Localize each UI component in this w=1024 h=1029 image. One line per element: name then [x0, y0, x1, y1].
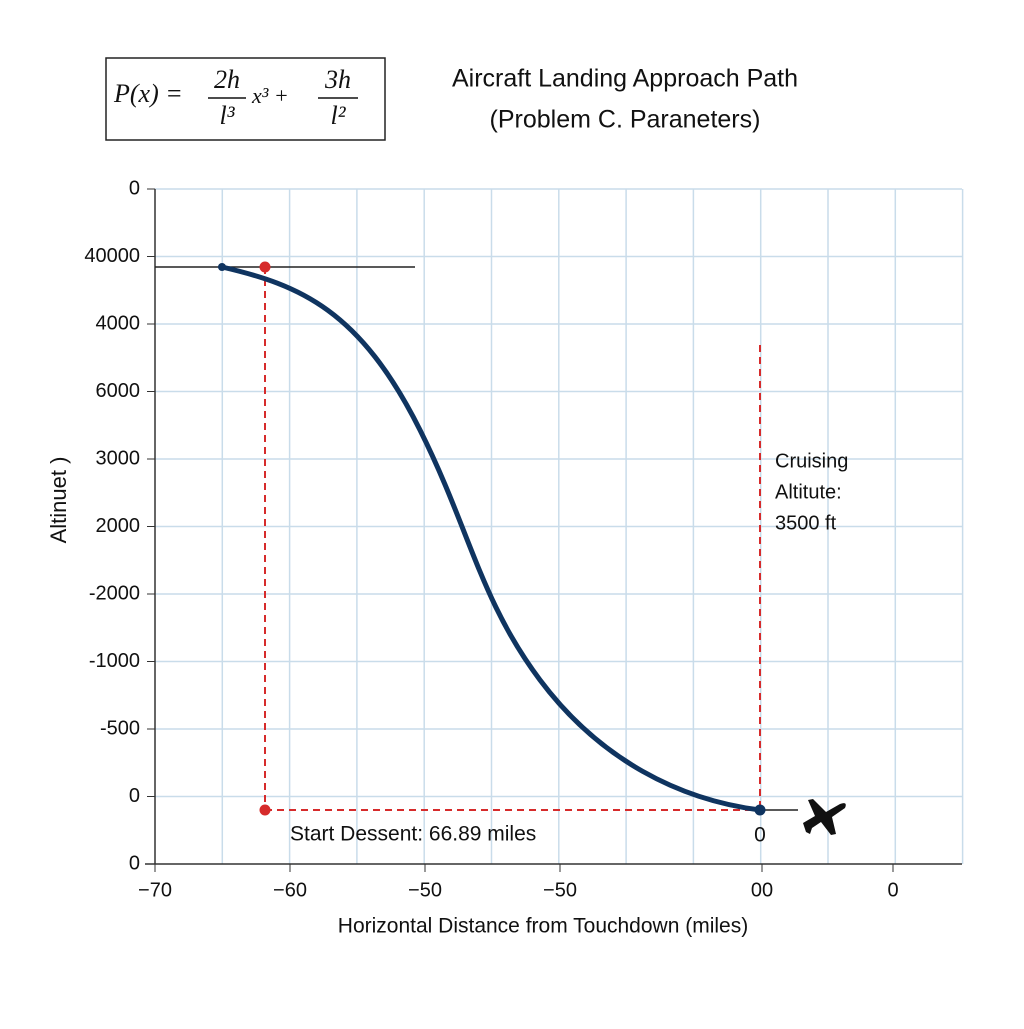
y-axis-label: Altinuet ) [46, 457, 71, 544]
y-tick-label: 0 [129, 177, 140, 199]
x-axis-label: Horizontal Distance from Touchdown (mile… [338, 915, 748, 938]
x-tick-label: −50 [408, 879, 442, 901]
approach-path [219, 264, 763, 813]
x-tick-label: −60 [273, 879, 307, 901]
annotation: 0 [754, 824, 766, 847]
y-tick-label: 2000 [96, 515, 141, 537]
x-tick-label: 0 [887, 879, 898, 901]
y-tick-label: 4000 [96, 312, 141, 334]
point [754, 804, 766, 816]
formula-den: l² [330, 101, 346, 130]
point [259, 261, 271, 273]
point [218, 263, 226, 271]
x-tick-label: 00 [751, 879, 773, 901]
formula-num: 2h [214, 65, 240, 94]
y-tick-label: 40000 [84, 245, 140, 267]
y-tick-label: 0 [129, 852, 140, 874]
airplane-icon [803, 799, 846, 835]
formula-box [105, 57, 386, 141]
formula-den: l³ [219, 101, 235, 130]
chart-subtitle: (Problem C. Paraneters) [490, 106, 761, 134]
y-tick-label: 0 [129, 785, 140, 807]
grid [155, 188, 964, 864]
point [259, 804, 271, 816]
y-tick-label: -2000 [89, 582, 140, 604]
chart-title: Aircraft Landing Approach Path [452, 65, 798, 93]
formula-lhs: P(x) = [113, 79, 183, 108]
y-tick-label: -500 [100, 717, 140, 739]
x-tick-label: −50 [543, 879, 577, 901]
annotation: Start Dessent: 66.89 miles [290, 823, 536, 846]
formula-num: 3h [324, 65, 351, 94]
annotation: Altitute: [775, 481, 842, 503]
y-tick-label: -1000 [89, 650, 140, 672]
annotation: 3500 ft [775, 512, 837, 534]
y-tick-label: 3000 [96, 447, 141, 469]
x-tick-label: −70 [138, 879, 172, 901]
formula-var: x³ + [251, 83, 289, 108]
y-tick-label: 6000 [96, 380, 141, 402]
guides [264, 267, 761, 811]
annotation: Cruising [775, 450, 848, 472]
